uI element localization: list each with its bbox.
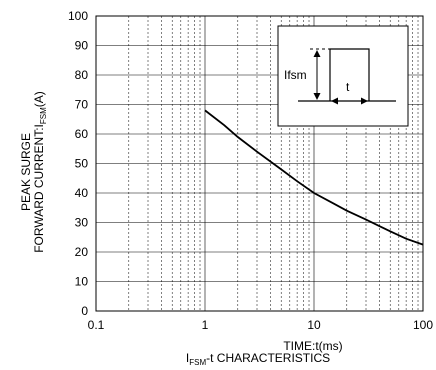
- y-tick-label: 70: [75, 98, 89, 112]
- y-axis-label-line1: PEAK SURGE: [19, 133, 33, 211]
- series-line: [204, 109, 424, 246]
- inset-pulse-diagram: Ifsm t: [277, 25, 409, 127]
- y-axis-label-line2: FORWARD CURRENT:IFSM(A): [32, 91, 48, 253]
- y-tick-label: 60: [75, 127, 89, 141]
- x-tick-label: 10: [307, 318, 321, 332]
- y-tick-label: 80: [75, 68, 89, 82]
- plot-frame: [95, 15, 424, 312]
- y-tick-label: 90: [75, 39, 89, 53]
- y-tick-label: 10: [75, 275, 89, 289]
- arrow-down-icon: [313, 93, 321, 100]
- arrow-left-icon: [331, 97, 338, 105]
- arrow-right-icon: [361, 97, 368, 105]
- inset-frame: [277, 25, 409, 127]
- y-tick-label: 50: [75, 157, 89, 171]
- y-axis-label: PEAK SURGE FORWARD CURRENT:IFSM(A): [19, 91, 48, 253]
- y-tick-label: 40: [75, 186, 89, 200]
- y-tick-label: 30: [75, 216, 89, 230]
- arrow-up-icon: [313, 50, 321, 57]
- y-tick-labels: 0 10 20 30 40 50 60 70 80 90 100: [68, 9, 88, 318]
- y-tick-label: 20: [75, 245, 89, 259]
- y-tick-label: 0: [81, 304, 88, 318]
- inset-width-label: t: [346, 80, 350, 94]
- x-tick-label: 0.1: [88, 318, 105, 332]
- x-tick-labels: 0.1 1 10 100: [88, 318, 434, 332]
- inset-pulse: [329, 48, 370, 101]
- x-tick-label: 100: [413, 318, 433, 332]
- chart-caption: IFSM-t CHARACTERISTICS: [186, 351, 330, 367]
- y-tick-label: 100: [68, 9, 88, 23]
- x-axis-label: TIME:t(ms): [283, 339, 342, 353]
- x-tick-label: 1: [202, 318, 209, 332]
- inset-amplitude-label: Ifsm: [284, 68, 307, 82]
